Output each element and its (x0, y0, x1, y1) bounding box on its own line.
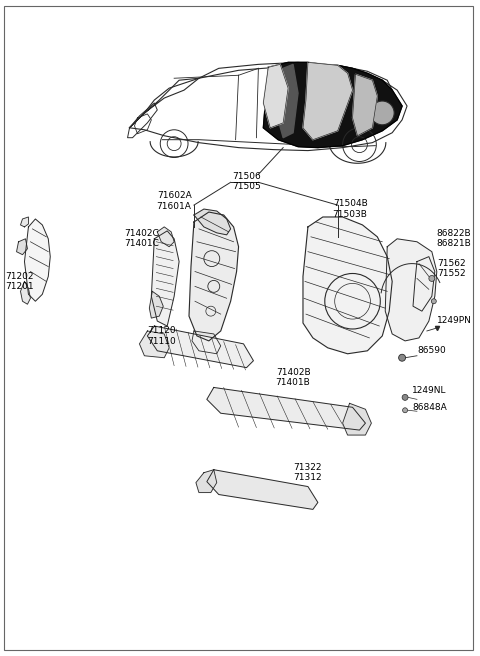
Text: 71322
71312: 71322 71312 (294, 463, 322, 482)
Polygon shape (21, 217, 28, 227)
Polygon shape (207, 470, 318, 509)
Polygon shape (157, 227, 174, 247)
Text: 1249NL: 1249NL (412, 386, 446, 395)
Polygon shape (207, 388, 365, 430)
Polygon shape (276, 64, 298, 138)
Polygon shape (24, 219, 50, 301)
Polygon shape (189, 212, 239, 341)
Circle shape (398, 354, 406, 361)
Circle shape (432, 298, 436, 304)
Polygon shape (194, 209, 230, 235)
Polygon shape (385, 239, 437, 341)
Polygon shape (303, 217, 392, 354)
Polygon shape (343, 403, 372, 435)
Polygon shape (413, 256, 435, 311)
Polygon shape (192, 331, 221, 354)
Polygon shape (140, 331, 169, 358)
Polygon shape (352, 74, 377, 136)
Text: 71506
71505: 71506 71505 (232, 172, 261, 191)
Text: 86848A: 86848A (412, 403, 447, 412)
Text: 71402C
71401C: 71402C 71401C (125, 229, 159, 249)
Text: 71504B
71503B: 71504B 71503B (333, 199, 368, 218)
Polygon shape (264, 62, 402, 148)
Text: 1249PN: 1249PN (437, 316, 472, 325)
Polygon shape (16, 239, 27, 255)
Polygon shape (264, 64, 288, 128)
Polygon shape (303, 62, 352, 140)
Polygon shape (147, 326, 253, 367)
Text: 86590: 86590 (417, 346, 446, 356)
Text: 71120
71110: 71120 71110 (147, 326, 176, 346)
Circle shape (403, 408, 408, 413)
Circle shape (402, 394, 408, 400)
Text: 71402B
71401B: 71402B 71401B (276, 368, 311, 387)
Polygon shape (151, 231, 179, 326)
Text: 71602A
71601A: 71602A 71601A (156, 192, 192, 211)
Circle shape (371, 101, 394, 125)
Polygon shape (149, 291, 163, 318)
Text: 71562
71552: 71562 71552 (437, 259, 466, 278)
Polygon shape (21, 281, 30, 304)
Circle shape (429, 276, 435, 281)
Text: 86822B
86821B: 86822B 86821B (437, 229, 471, 249)
Polygon shape (196, 470, 217, 493)
Text: 71202
71201: 71202 71201 (6, 272, 34, 291)
